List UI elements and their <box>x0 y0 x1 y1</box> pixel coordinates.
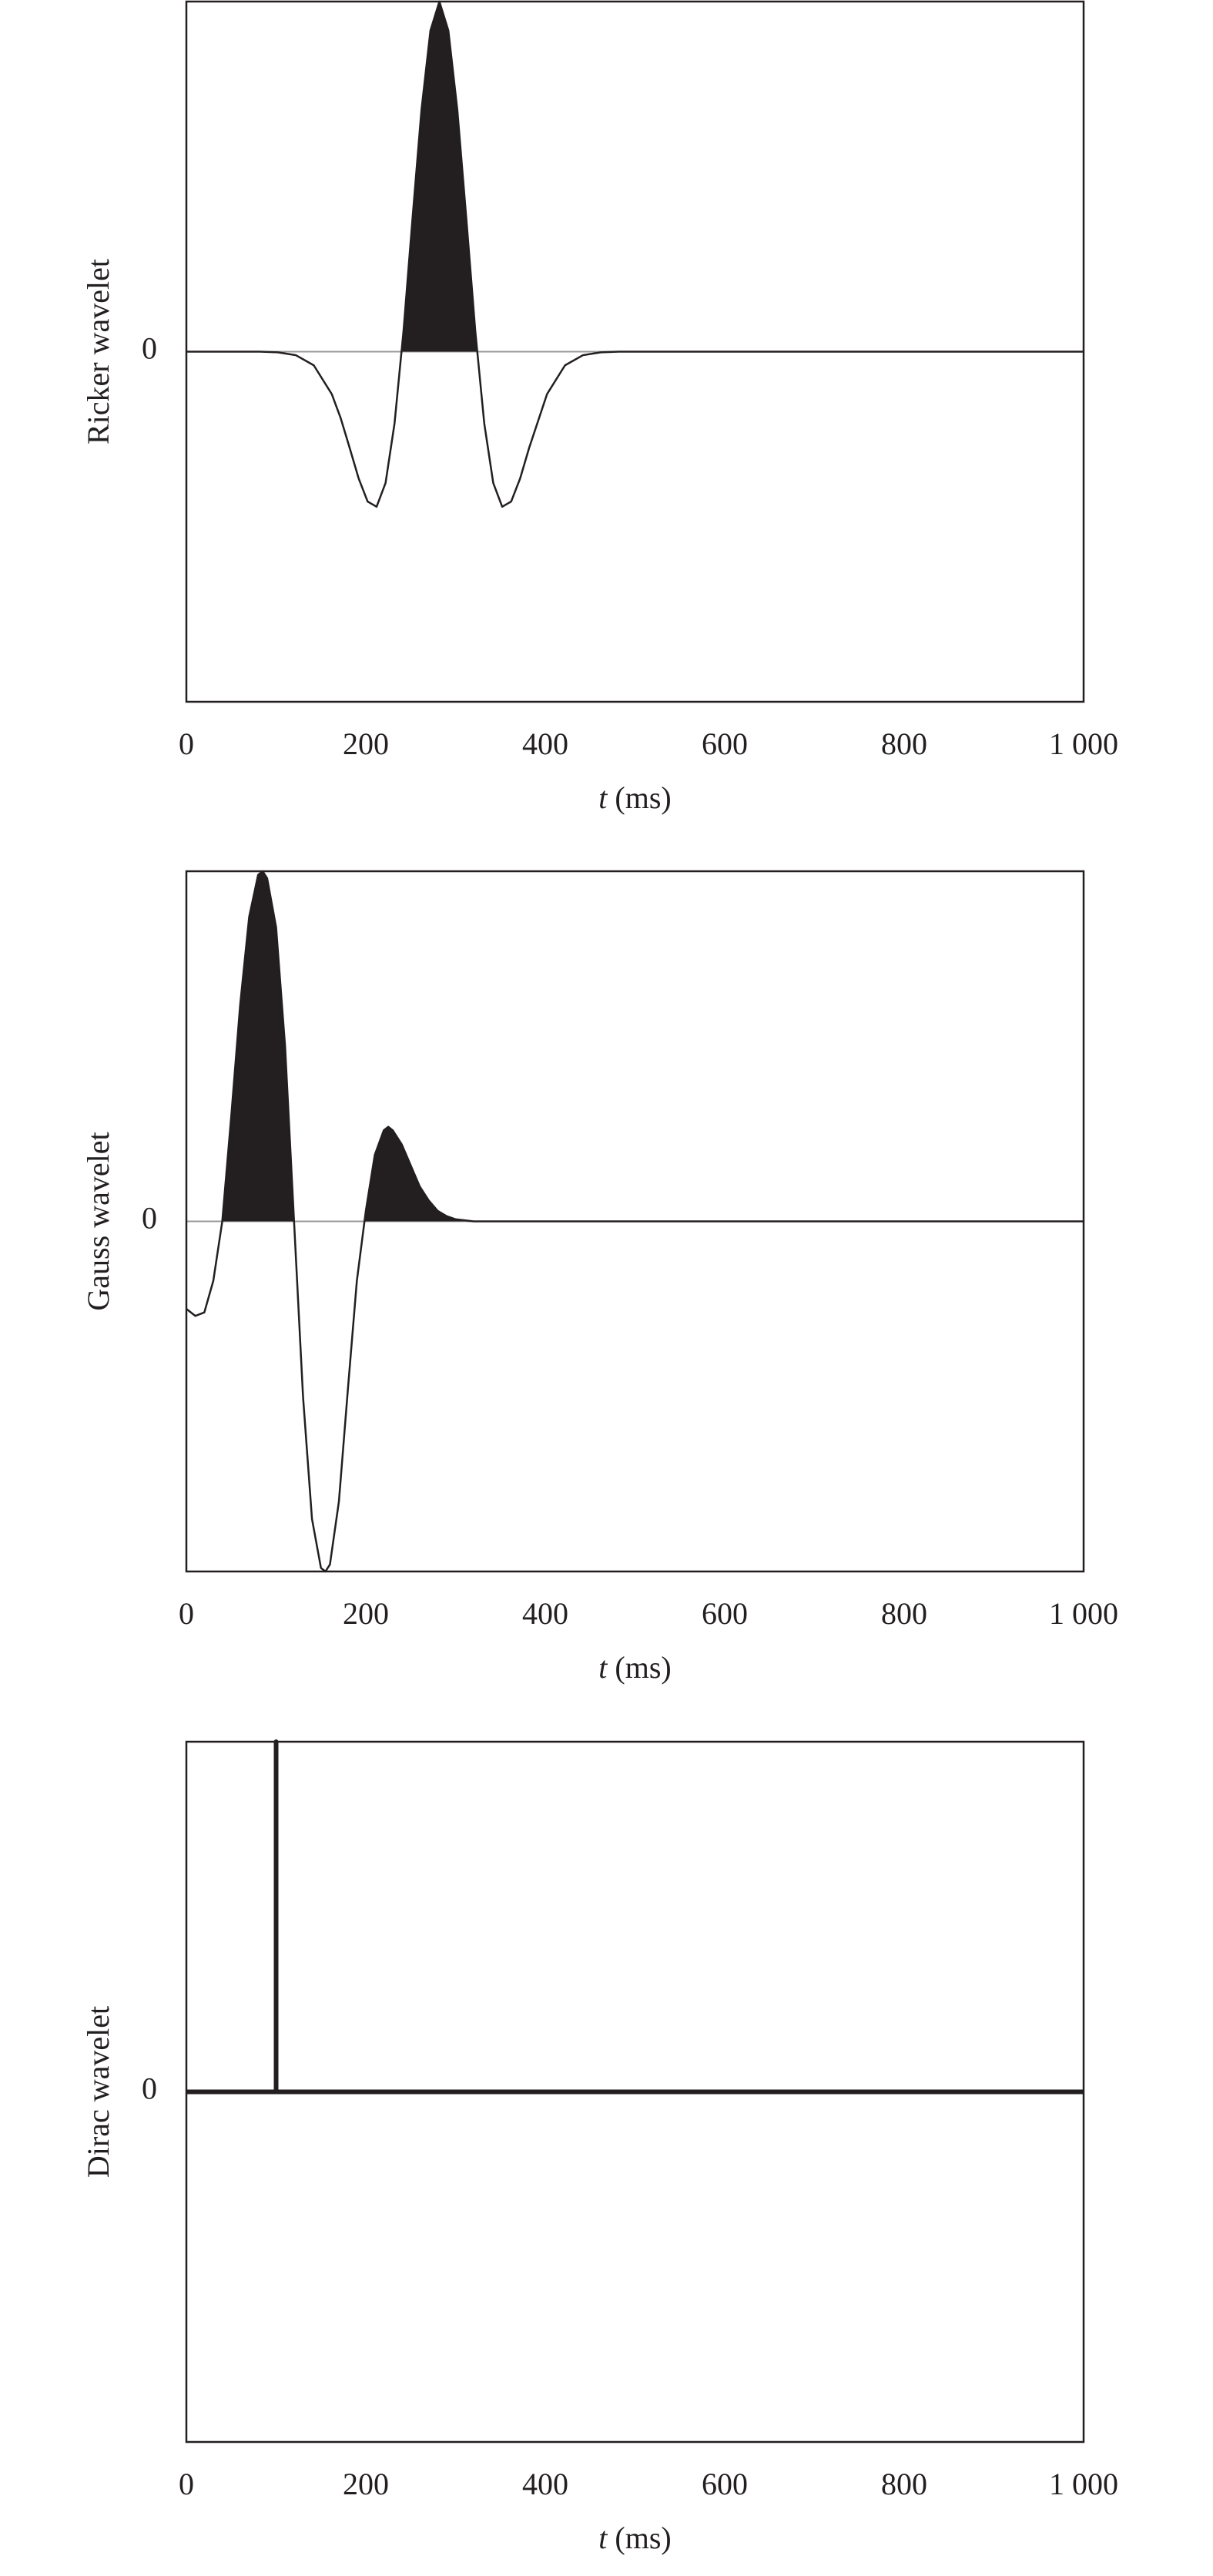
subplot: 0 0 200 400 600 800 1 000 t (ms) Ricker wavelet <box>81 0 1118 815</box>
x-axis-var: t <box>598 2521 608 2555</box>
x-tick-label: 400 <box>522 726 568 761</box>
x-tick-label: 0 <box>179 1596 194 1631</box>
x-tick-label: 400 <box>522 1596 568 1631</box>
wavelet-line <box>186 870 1084 1573</box>
x-tick-label: 1 000 <box>1049 726 1118 761</box>
x-tick-label: 800 <box>881 726 927 761</box>
x-tick-label: 200 <box>343 2467 389 2501</box>
y-axis-label: Ricker wavelet <box>81 259 116 444</box>
x-tick-label: 600 <box>702 2467 748 2501</box>
x-axis-unit: (ms) <box>615 2521 671 2555</box>
positive-fill <box>186 871 1084 1222</box>
positive-fill <box>186 1742 1084 2092</box>
y-tick-label: 0 <box>142 2071 157 2106</box>
y-tick-label: 0 <box>142 1201 157 1236</box>
x-tick-label: 800 <box>881 2467 927 2501</box>
x-tick-label: 1 000 <box>1049 2467 1118 2501</box>
x-axis-unit: (ms) <box>615 1650 671 1685</box>
x-tick-label: 600 <box>702 726 748 761</box>
x-axis-var: t <box>598 1650 608 1685</box>
wavelet-line <box>186 0 1084 508</box>
x-tick-label: 1 000 <box>1049 1596 1118 1631</box>
subplot: 0 0 200 400 600 800 1 000 t (ms) Gauss wavelet <box>81 870 1118 1685</box>
x-tick-label: 200 <box>343 1596 389 1631</box>
x-axis-label: t (ms) <box>598 780 671 815</box>
plot-frame <box>185 1740 1085 2444</box>
wavelet-line <box>186 1739 1084 2095</box>
y-axis-label: Dirac wavelet <box>81 2006 116 2178</box>
x-axis-label: t (ms) <box>598 1650 671 1685</box>
x-tick-label: 600 <box>702 1596 748 1631</box>
x-tick-label: 400 <box>522 2467 568 2501</box>
x-tick-label: 0 <box>179 726 194 761</box>
x-tick-label: 200 <box>343 726 389 761</box>
plot-frame <box>185 0 1085 703</box>
x-axis-label: t (ms) <box>598 2521 671 2555</box>
x-tick-label: 800 <box>881 1596 927 1631</box>
x-axis-unit: (ms) <box>615 780 671 815</box>
y-axis-label: Gauss wavelet <box>81 1132 116 1310</box>
x-tick-label: 0 <box>179 2467 194 2501</box>
positive-fill <box>186 2 1084 352</box>
y-tick-label: 0 <box>142 331 157 366</box>
x-axis-var: t <box>598 780 608 815</box>
plot-frame <box>185 870 1085 1573</box>
subplot: 0 0 200 400 600 800 1 000 t (ms) Dirac wavelet <box>81 1739 1118 2555</box>
